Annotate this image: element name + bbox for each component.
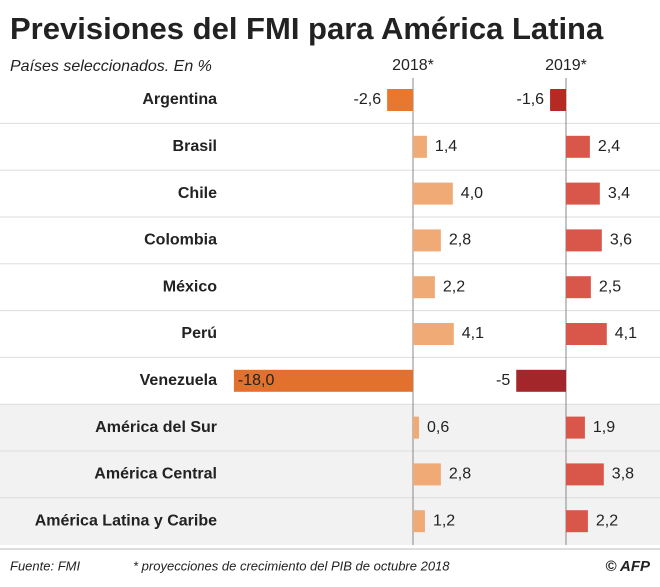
category-label: México <box>163 278 217 295</box>
series-header: 2018* <box>392 57 434 74</box>
bar <box>566 229 602 252</box>
value-label: 2,8 <box>449 466 471 483</box>
value-label: 3,8 <box>612 466 634 483</box>
bar <box>387 89 413 111</box>
bar <box>413 323 454 345</box>
value-label: -5 <box>496 372 510 389</box>
bar <box>566 323 607 345</box>
category-label: Chile <box>178 185 217 202</box>
value-label: 1,2 <box>433 512 455 529</box>
bar <box>550 89 566 111</box>
category-label: Colombia <box>144 232 217 249</box>
bar <box>413 416 419 439</box>
value-label: -18,0 <box>238 372 275 389</box>
bar <box>566 135 590 158</box>
value-label: -2,6 <box>354 91 382 108</box>
bar <box>413 182 453 205</box>
value-label: 1,9 <box>593 419 615 436</box>
category-label: América del Sur <box>95 419 217 436</box>
bar <box>413 276 435 299</box>
category-label: Argentina <box>142 91 217 108</box>
bar <box>566 510 588 533</box>
category-label: Venezuela <box>140 372 217 389</box>
bar <box>413 229 441 252</box>
category-label: Brasil <box>173 138 217 155</box>
bar <box>566 182 600 205</box>
value-label: 4,1 <box>615 325 637 342</box>
bar <box>566 463 604 486</box>
category-label: América Central <box>94 466 217 483</box>
chart-title: Previsiones del FMI para América Latina <box>10 11 604 46</box>
bar <box>566 416 585 439</box>
value-label: -1,6 <box>517 91 545 108</box>
value-label: 3,4 <box>608 185 630 202</box>
credit: © AFP <box>605 558 651 575</box>
bar <box>516 369 566 392</box>
value-label: 0,6 <box>427 419 449 436</box>
series-header: 2019* <box>545 57 587 74</box>
value-label: 2,5 <box>599 278 621 295</box>
value-label: 2,2 <box>443 278 465 295</box>
region-band <box>0 404 660 545</box>
bar <box>413 463 441 486</box>
value-label: 2,2 <box>596 512 618 529</box>
category-label: América Latina y Caribe <box>35 512 217 529</box>
bar <box>233 369 413 392</box>
note: * proyecciones de crecimiento del PIB de… <box>133 558 450 573</box>
value-label: 2,8 <box>449 232 471 249</box>
value-label: 2,4 <box>598 138 620 155</box>
bar <box>413 510 425 533</box>
bar <box>413 135 427 158</box>
bar <box>566 276 591 299</box>
category-label: Perú <box>181 325 217 342</box>
value-label: 4,1 <box>462 325 484 342</box>
source: Fuente: FMI <box>10 558 80 573</box>
value-label: 4,0 <box>461 185 483 202</box>
value-label: 3,6 <box>610 232 632 249</box>
value-label: 1,4 <box>435 138 457 155</box>
plot: Argentina Brasil Chile Colombia México Perú Ve… <box>0 57 660 545</box>
subtitle: Países seleccionados. En % <box>10 58 212 75</box>
